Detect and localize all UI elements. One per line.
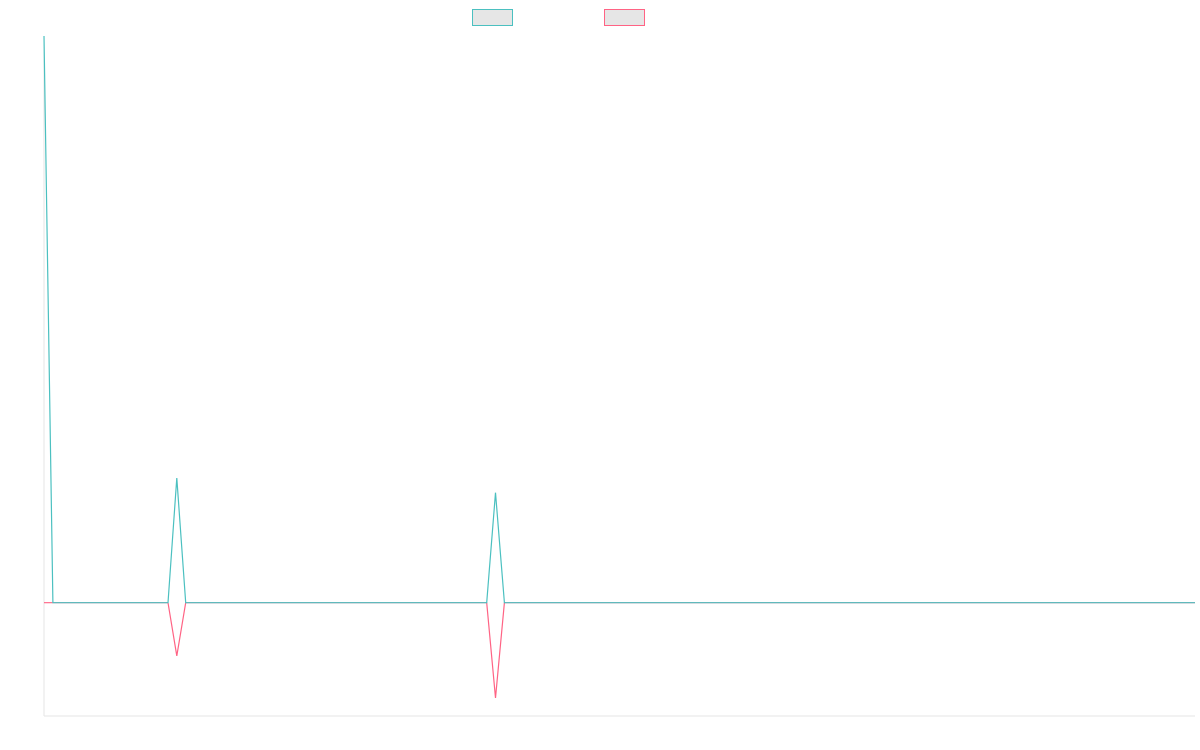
legend-swatch-1[interactable] <box>472 9 513 26</box>
series-line-1 <box>43 35 1195 604</box>
chart-axes <box>43 36 1195 717</box>
legend <box>472 9 645 26</box>
series-layer <box>43 35 1195 698</box>
series-line-2 <box>44 602 1195 698</box>
legend-swatch-2[interactable] <box>604 9 645 26</box>
